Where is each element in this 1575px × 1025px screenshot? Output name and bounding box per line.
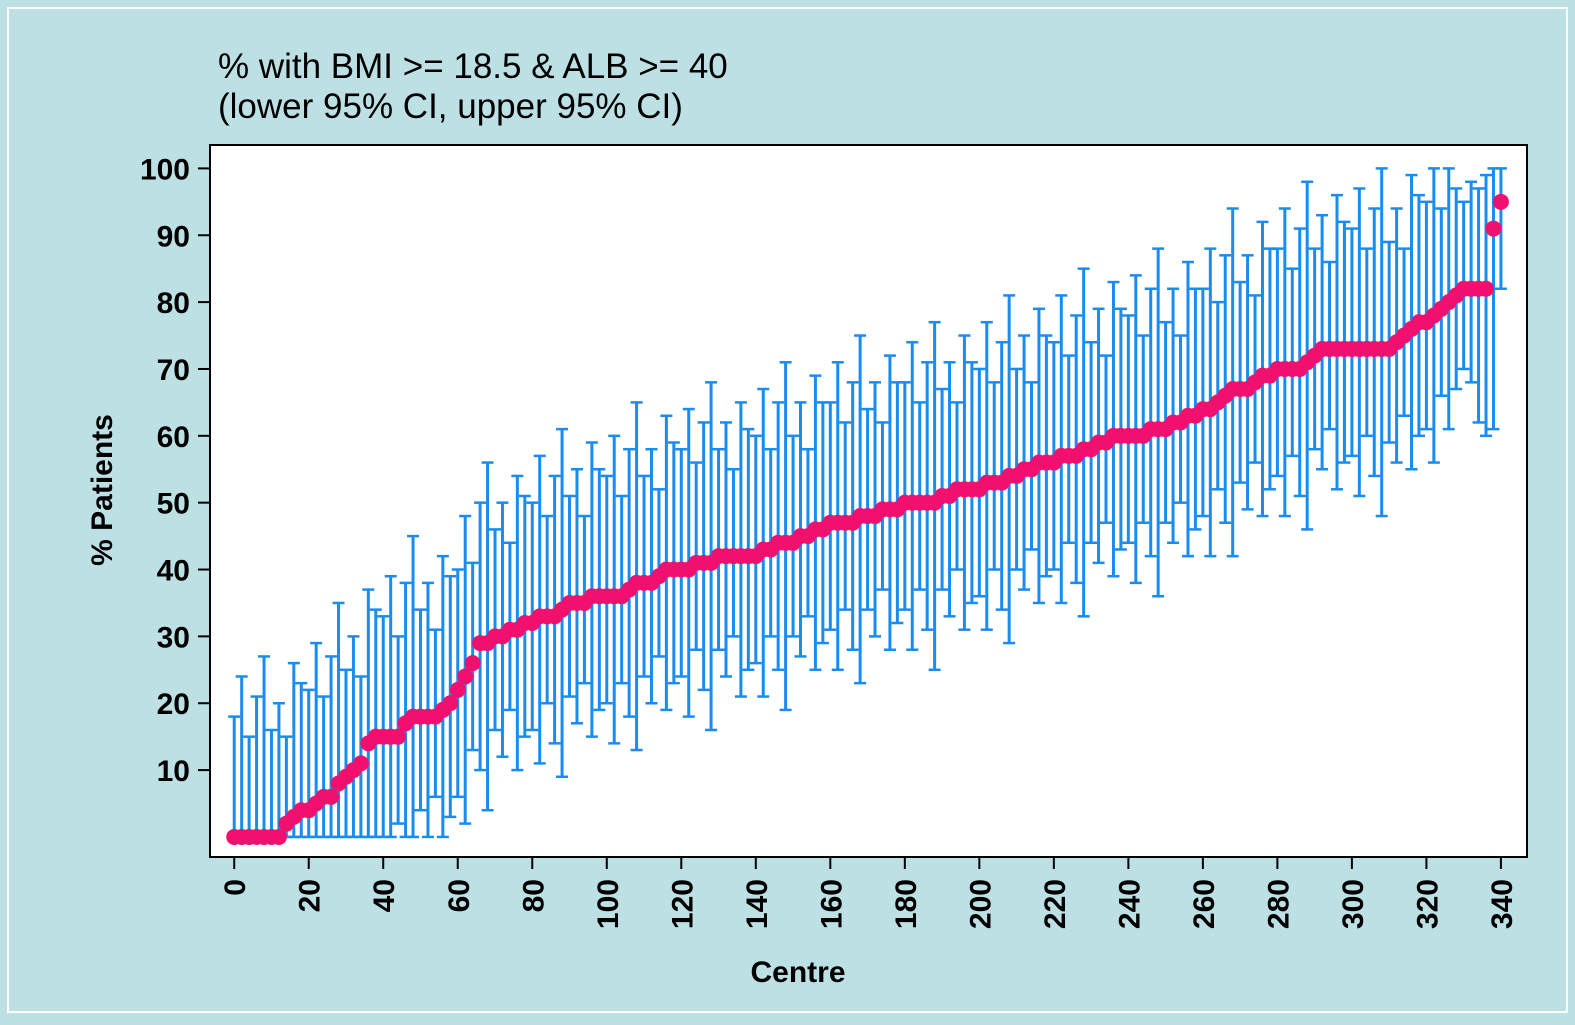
y-tick-label: 60 (157, 421, 190, 454)
x-tick-label: 80 (517, 879, 550, 912)
chart-subtitle: (lower 95% CI, upper 95% CI) (218, 87, 683, 126)
x-tick-label: 120 (666, 879, 699, 929)
y-tick-label: 50 (157, 488, 190, 521)
y-tick-label: 90 (157, 220, 190, 253)
y-tick-label: 10 (157, 755, 190, 788)
y-tick-label: 70 (157, 354, 190, 387)
point (449, 681, 466, 698)
point (1485, 220, 1502, 237)
chart-title: % with BMI >= 18.5 & ALB >= 40 (218, 47, 728, 86)
outer-frame (7, 7, 1568, 1013)
x-tick-label: 320 (1411, 879, 1444, 929)
marks (226, 167, 1509, 845)
x-axis-label: Centre (750, 956, 845, 989)
x-tick-label: 100 (592, 879, 625, 929)
point (442, 695, 459, 712)
x-tick-label: 280 (1262, 879, 1295, 929)
point (352, 755, 369, 772)
x-tick-label: 220 (1039, 879, 1072, 929)
x-tick-label: 60 (443, 879, 476, 912)
point (464, 655, 481, 672)
point (323, 788, 340, 805)
x-tick-label: 140 (741, 879, 774, 929)
y-tick-label: 30 (157, 621, 190, 654)
point (457, 668, 474, 685)
x-tick-label: 40 (368, 879, 401, 912)
point (1492, 193, 1509, 210)
x-tick-label: 20 (294, 879, 327, 912)
y-tick-label: 80 (157, 287, 190, 320)
plot-frame (209, 144, 1528, 858)
x-tick-label: 240 (1113, 879, 1146, 929)
x-tick-label: 0 (219, 879, 252, 896)
y-tick-label: 100 (140, 153, 190, 186)
y-tick-label: 40 (157, 555, 190, 588)
x-tick-label: 180 (890, 879, 923, 929)
point (390, 728, 407, 745)
x-tick-label: 200 (964, 879, 997, 929)
y-tick-label: 20 (157, 688, 190, 721)
x-tick-label: 260 (1188, 879, 1221, 929)
x-tick-label: 300 (1337, 879, 1370, 929)
y-axis-label: % Patients (86, 414, 119, 566)
x-tick-label: 340 (1486, 879, 1519, 929)
point (1478, 280, 1495, 297)
x-tick-label: 160 (815, 879, 848, 929)
point (270, 828, 287, 845)
